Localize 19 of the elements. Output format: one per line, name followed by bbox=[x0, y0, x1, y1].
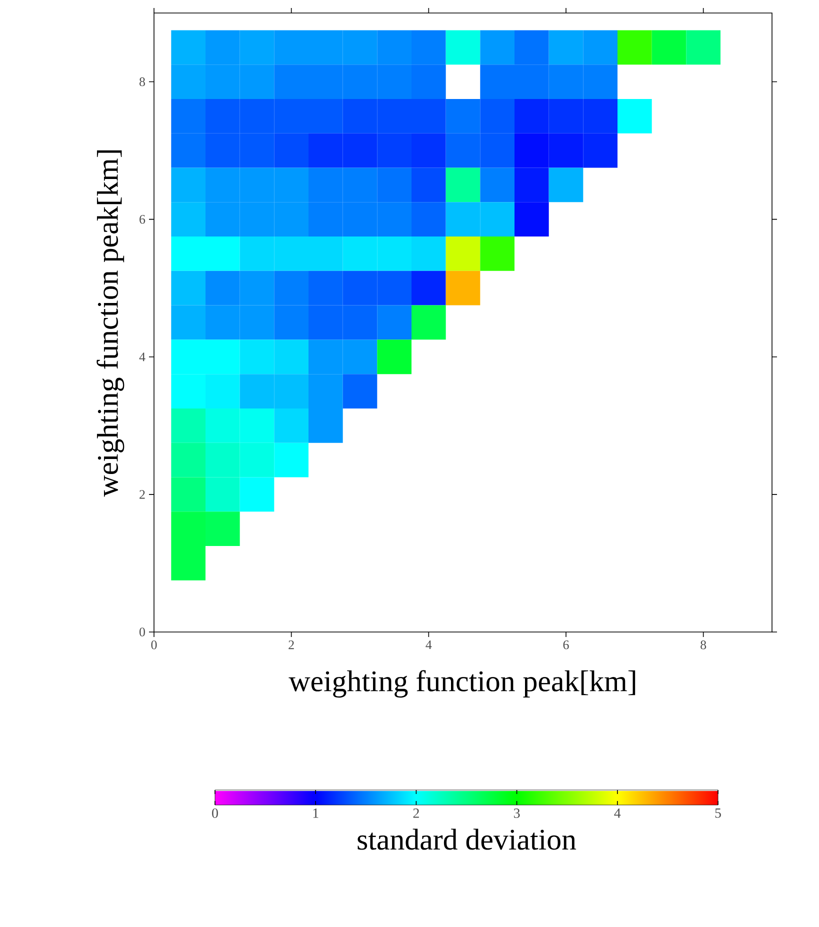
y-tick-label: 6 bbox=[140, 214, 146, 224]
x-tick-label: 4 bbox=[426, 640, 432, 650]
x-tick-label: 2 bbox=[288, 640, 294, 650]
color-bar-label: 3 bbox=[514, 808, 520, 818]
color-bar-label: 2 bbox=[413, 808, 419, 818]
x-tick-label: 0 bbox=[151, 640, 157, 650]
color-bar-label: 4 bbox=[614, 808, 621, 818]
y-tick-label: 8 bbox=[140, 77, 145, 86]
y-tick-label: 2 bbox=[140, 490, 145, 499]
y-tick-label: 0 bbox=[140, 628, 145, 636]
color-bar-label: 5 bbox=[715, 808, 721, 818]
y-axis-title: weighting function peak[km] bbox=[96, 150, 124, 497]
color-bar-title: standard deviation bbox=[358, 828, 576, 850]
y-tick-label: 4 bbox=[139, 352, 146, 362]
x-tick-label: 8 bbox=[700, 640, 706, 650]
x-axis-title: weighting function peak[km] bbox=[288, 670, 636, 698]
color-bar-label: 0 bbox=[212, 808, 218, 818]
color-bar-label: 1 bbox=[313, 808, 318, 818]
x-tick-label: 6 bbox=[563, 640, 569, 650]
